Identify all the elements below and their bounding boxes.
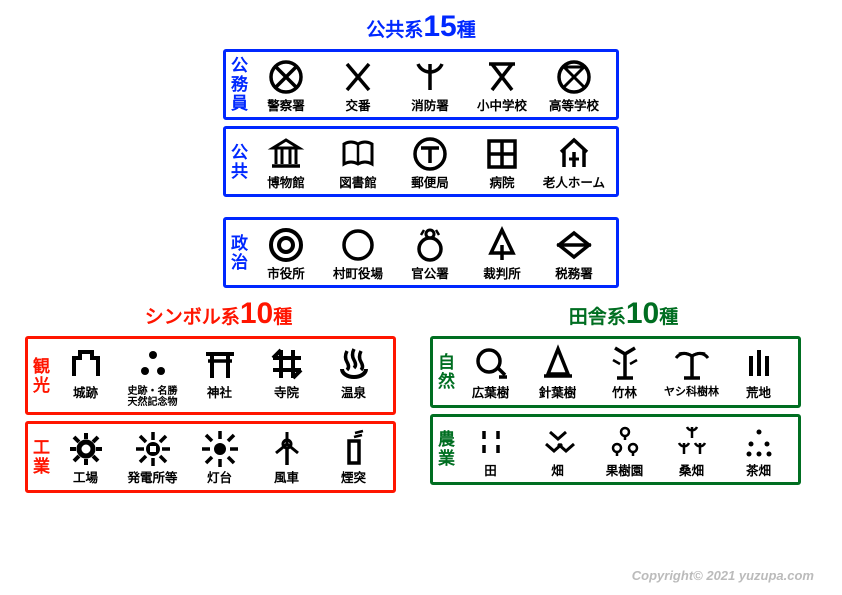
map-symbol-item: 広葉樹 — [459, 343, 522, 400]
map-symbol-item: 高等学校 — [540, 56, 608, 113]
group-kokyo: 公共 博物館 図書館 郵便局 病院 老人ホーム — [223, 126, 619, 197]
hospital-icon — [482, 133, 522, 175]
map-symbol-item: 果樹園 — [593, 421, 656, 478]
palm-icon — [672, 343, 712, 385]
factory-icon — [66, 428, 106, 470]
power-plant-icon — [133, 428, 173, 470]
group-seiji: 政治 市役所 村町役場 官公署 裁判所 税務署 — [223, 217, 619, 288]
rural-section-title: 田舎系10種 — [430, 297, 817, 331]
map-symbol-item: 針葉樹 — [526, 343, 589, 400]
map-symbol-item: 温泉 — [322, 343, 385, 408]
group-label-seiji: 政治 — [229, 234, 246, 272]
map-symbol-item: 交番 — [324, 56, 392, 113]
public-section-title: 公共系15種 — [25, 10, 817, 44]
gov-office-icon — [410, 224, 450, 266]
map-symbol-item: ヤシ科樹林 — [660, 343, 723, 400]
conifer-icon — [538, 343, 578, 385]
map-symbol-item: 史跡・名勝天然記念物 — [121, 343, 184, 408]
police-station-icon — [266, 56, 306, 98]
map-symbol-item: 郵便局 — [396, 133, 464, 190]
field-icon — [538, 421, 578, 463]
group-label-kokyo: 公共 — [229, 143, 246, 181]
post-office-icon — [410, 133, 450, 175]
map-symbol-item: 畑 — [526, 421, 589, 478]
map-symbol-item: 風車 — [255, 428, 318, 485]
map-symbol-item: 寺院 — [255, 343, 318, 408]
broadleaf-icon — [471, 343, 511, 385]
library-icon — [338, 133, 378, 175]
historic-label: 史跡・名勝天然記念物 — [128, 387, 178, 408]
group-kanko: 観光 城跡 史跡・名勝天然記念物 神社 寺院 温泉 — [25, 336, 396, 415]
group-label-kogyo: 工業 — [31, 438, 48, 476]
highschool-icon — [554, 56, 594, 98]
group-shizen: 自然 広葉樹 針葉樹 竹林 ヤシ科樹林 荒地 — [430, 336, 801, 407]
museum-icon — [266, 133, 306, 175]
tea-field-icon — [739, 421, 779, 463]
map-symbol-item: 茶畑 — [727, 421, 790, 478]
map-symbol-item: 博物館 — [252, 133, 320, 190]
group-komuin: 公務員 警察署 交番 消防署 小中学校 高等学校 — [223, 49, 619, 120]
city-hall-icon — [266, 224, 306, 266]
map-symbol-item: 灯台 — [188, 428, 251, 485]
map-symbol-item: 図書館 — [324, 133, 392, 190]
group-label-shizen: 自然 — [436, 353, 453, 391]
koban-icon — [338, 56, 378, 98]
map-symbol-item: 警察署 — [252, 56, 320, 113]
map-symbol-item: 煙突 — [322, 428, 385, 485]
historic-site-icon — [133, 343, 173, 385]
group-kogyo: 工業 工場 発電所等 灯台 風車 煙突 — [25, 421, 396, 492]
map-symbol-item: 神社 — [188, 343, 251, 408]
map-symbol-item: 竹林 — [593, 343, 656, 400]
group-label-kanko: 観光 — [31, 357, 48, 395]
castle-icon — [66, 343, 106, 385]
bamboo-icon — [605, 343, 645, 385]
windmill-icon — [267, 428, 307, 470]
map-symbol-item: 村町役場 — [324, 224, 392, 281]
court-icon — [482, 224, 522, 266]
map-symbol-item: 市役所 — [252, 224, 320, 281]
village-office-icon — [338, 224, 378, 266]
shrine-icon — [200, 343, 240, 385]
map-symbol-item: 裁判所 — [468, 224, 536, 281]
map-symbol-item: 老人ホーム — [540, 133, 608, 190]
temple-icon — [267, 343, 307, 385]
map-symbol-item: 税務署 — [540, 224, 608, 281]
school-icon — [482, 56, 522, 98]
chimney-icon — [334, 428, 374, 470]
map-symbol-item: 発電所等 — [121, 428, 184, 485]
map-symbol-item: 病院 — [468, 133, 536, 190]
rice-field-icon — [471, 421, 511, 463]
group-label-komuin: 公務員 — [229, 56, 246, 113]
map-symbol-item: 工場 — [54, 428, 117, 485]
fire-station-icon — [410, 56, 450, 98]
orchard-icon — [605, 421, 645, 463]
map-symbol-item: 小中学校 — [468, 56, 536, 113]
tax-office-icon — [554, 224, 594, 266]
mulberry-icon — [672, 421, 712, 463]
map-symbol-item: 桑畑 — [660, 421, 723, 478]
copyright-text: Copyright© 2021 yuzupa.com — [632, 568, 814, 583]
wasteland-icon — [739, 343, 779, 385]
map-symbol-item: 田 — [459, 421, 522, 478]
group-label-nogyo: 農業 — [436, 430, 453, 468]
symbol-section-title: シンボル系10種 — [25, 297, 412, 331]
group-nogyo: 農業 田 畑 果樹園 桑畑 茶畑 — [430, 414, 801, 485]
map-symbol-item: 官公署 — [396, 224, 464, 281]
map-symbol-item: 城跡 — [54, 343, 117, 408]
lighthouse-icon — [200, 428, 240, 470]
map-symbol-item: 消防署 — [396, 56, 464, 113]
onsen-icon — [334, 343, 374, 385]
map-symbol-item: 荒地 — [727, 343, 790, 400]
elderly-home-icon — [554, 133, 594, 175]
